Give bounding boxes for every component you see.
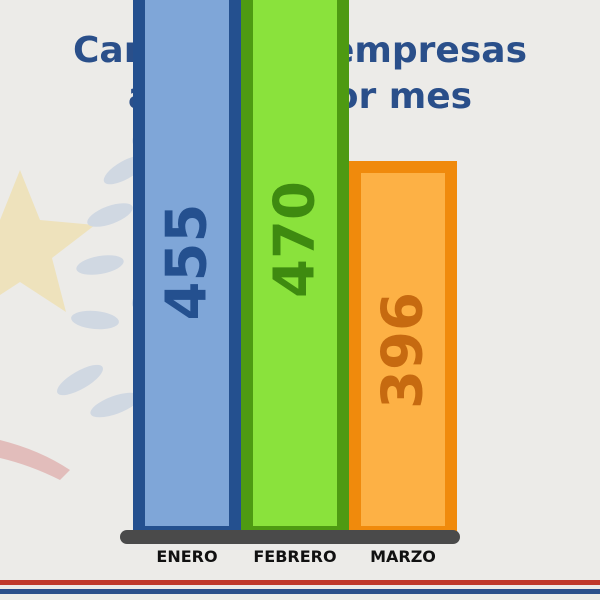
bar-febrero: 470	[241, 0, 349, 538]
x-tick-label: FEBRERO	[253, 547, 336, 566]
ribbon-watermark	[0, 440, 70, 480]
stripe-blue	[0, 589, 600, 594]
bar-rect	[241, 0, 349, 538]
stripe-red	[0, 580, 600, 585]
x-tick-label: MARZO	[370, 547, 436, 566]
x-tick-label: ENERO	[156, 547, 217, 566]
chart-baseline	[120, 530, 460, 544]
flag-stripes	[0, 580, 600, 594]
star-watermark	[0, 170, 95, 312]
bar-enero: 455	[133, 0, 241, 538]
bar-value-label: 470	[263, 181, 328, 298]
bar-marzo: 396	[349, 161, 457, 538]
bar-value-label: 396	[371, 292, 436, 409]
bar-value-label: 455	[155, 204, 220, 321]
bar-rect	[349, 161, 457, 538]
